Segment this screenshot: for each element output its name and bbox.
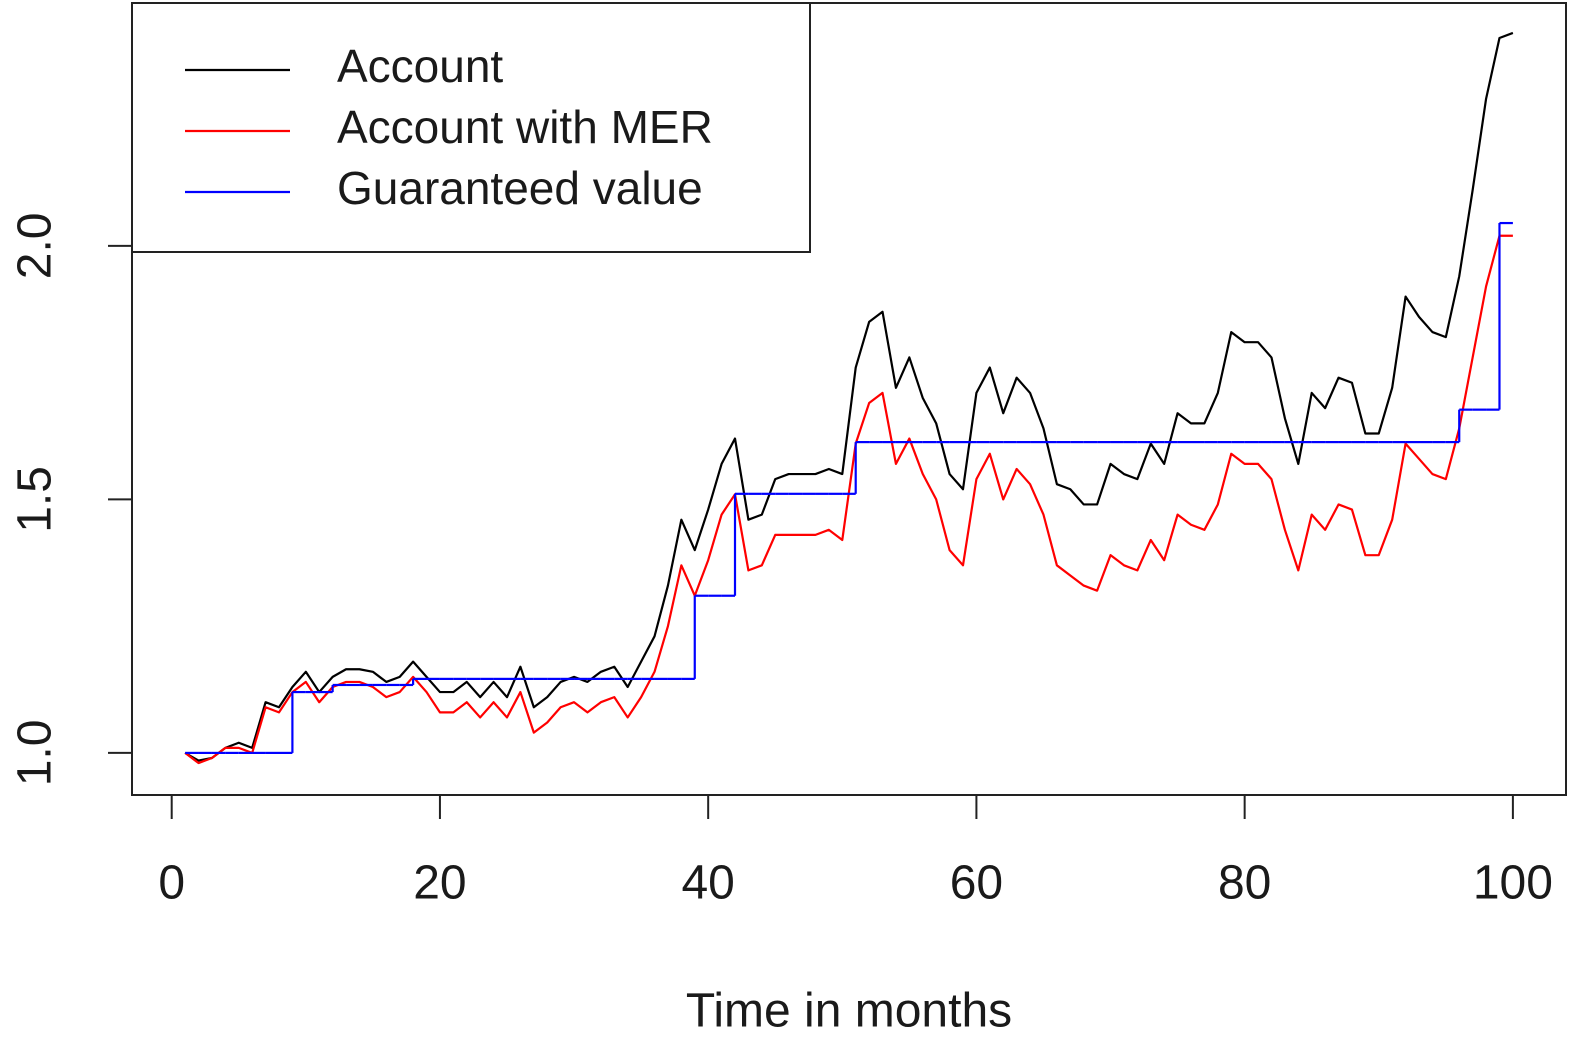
x-tick-label: 80 — [1218, 857, 1271, 910]
y-tick-label: 1.0 — [9, 720, 62, 787]
legend-label: Account — [337, 40, 503, 92]
x-tick-label: 100 — [1473, 857, 1553, 910]
x-tick-label: 20 — [413, 857, 466, 910]
step-line — [185, 221, 1513, 755]
legend-box — [131, 2, 811, 253]
y-tick-label: 2.0 — [9, 213, 62, 280]
legend-label: Account with MER — [337, 101, 713, 153]
y-tick-label: 1.5 — [9, 466, 62, 533]
plot-frame — [131, 2, 1567, 796]
x-axis-label: Time in months — [686, 985, 1012, 1038]
x-tick-label: 60 — [950, 857, 1003, 910]
x-tick-label: 40 — [681, 857, 734, 910]
x-tick-label: 0 — [158, 857, 185, 910]
legend-label: Guaranteed value — [337, 162, 703, 214]
